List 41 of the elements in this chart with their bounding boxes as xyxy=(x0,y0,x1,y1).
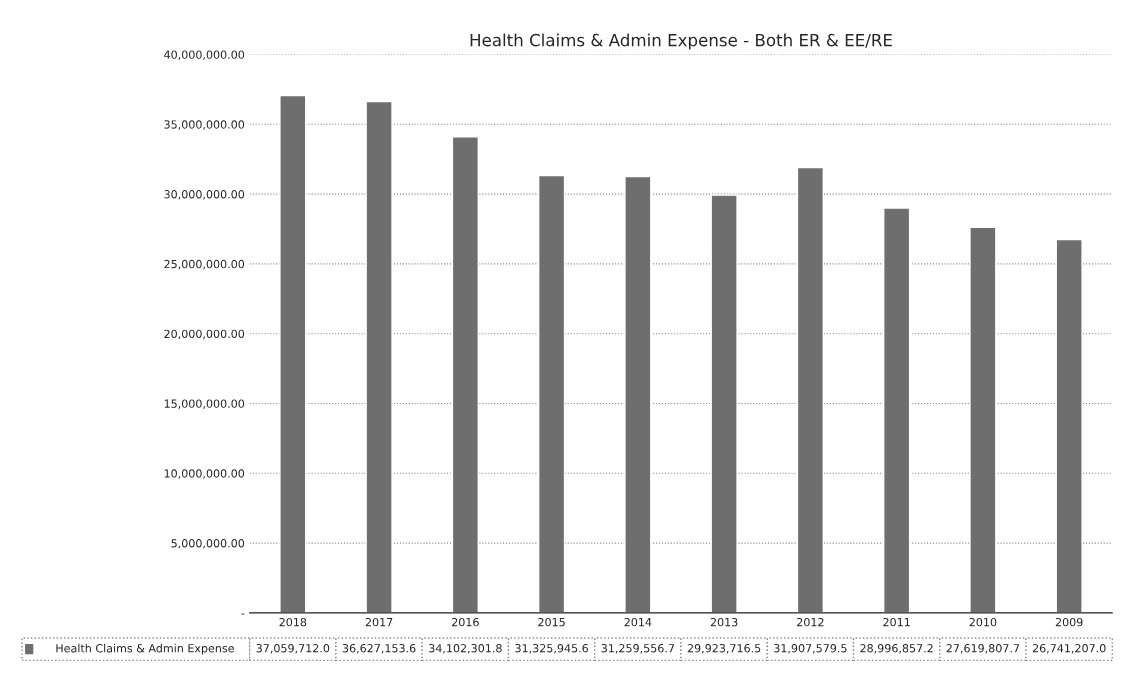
x-tick-label: 2015 xyxy=(538,617,565,627)
bar xyxy=(969,226,997,613)
data-label: 31,907,579.5 xyxy=(774,644,847,654)
x-tick-label: 2013 xyxy=(710,617,738,627)
x-tick-label: 2011 xyxy=(883,617,910,627)
data-label: 31,325,945.6 xyxy=(515,644,589,654)
data-label: 36,627,153.6 xyxy=(342,644,416,654)
bar xyxy=(537,174,566,613)
data-label: 37,059,712.0 xyxy=(256,644,330,654)
y-tick-label: 40,000,000.00 xyxy=(164,50,245,60)
bar xyxy=(365,100,393,613)
bar xyxy=(796,166,825,613)
y-tick-label: - xyxy=(241,613,245,615)
data-label: 29,923,716.5 xyxy=(687,644,761,654)
bar xyxy=(624,175,652,613)
y-tick-label: 35,000,000.00 xyxy=(164,120,245,130)
y-tick-label: 30,000,000.00 xyxy=(164,190,245,200)
legend-label: Health Claims & Admin Expense xyxy=(56,643,234,655)
x-tick-label: 2010 xyxy=(969,617,997,627)
bar xyxy=(883,207,911,613)
bar xyxy=(1055,238,1083,613)
x-tick-label: 2009 xyxy=(1055,617,1083,627)
data-label: 26,741,207.0 xyxy=(1032,644,1106,654)
y-tick-label: 10,000,000.00 xyxy=(164,469,245,479)
x-tick-label: 2018 xyxy=(279,617,307,627)
data-label: 31,259,556.7 xyxy=(601,644,675,654)
data-label: 28,996,857.2 xyxy=(860,644,933,654)
y-tick-label: 25,000,000.00 xyxy=(164,259,245,270)
data-label: 27,619,807.7 xyxy=(946,644,1020,654)
bar xyxy=(710,194,738,613)
chart-title: Health Claims & Admin Expense - Both ER & EE/RE xyxy=(470,33,892,50)
x-tick-label: 2012 xyxy=(797,617,824,627)
x-tick-label: 2016 xyxy=(452,617,479,627)
x-tick-label: 2014 xyxy=(624,617,652,627)
x-tick-label: 2017 xyxy=(365,617,393,627)
y-tick-label: 15,000,000.00 xyxy=(164,399,245,410)
y-tick-label: 20,000,000.00 xyxy=(164,329,245,340)
y-tick-label: 5,000,000.00 xyxy=(171,539,245,549)
bar xyxy=(451,136,479,613)
bar xyxy=(279,94,307,613)
data-label: 34,102,301.8 xyxy=(429,644,502,654)
